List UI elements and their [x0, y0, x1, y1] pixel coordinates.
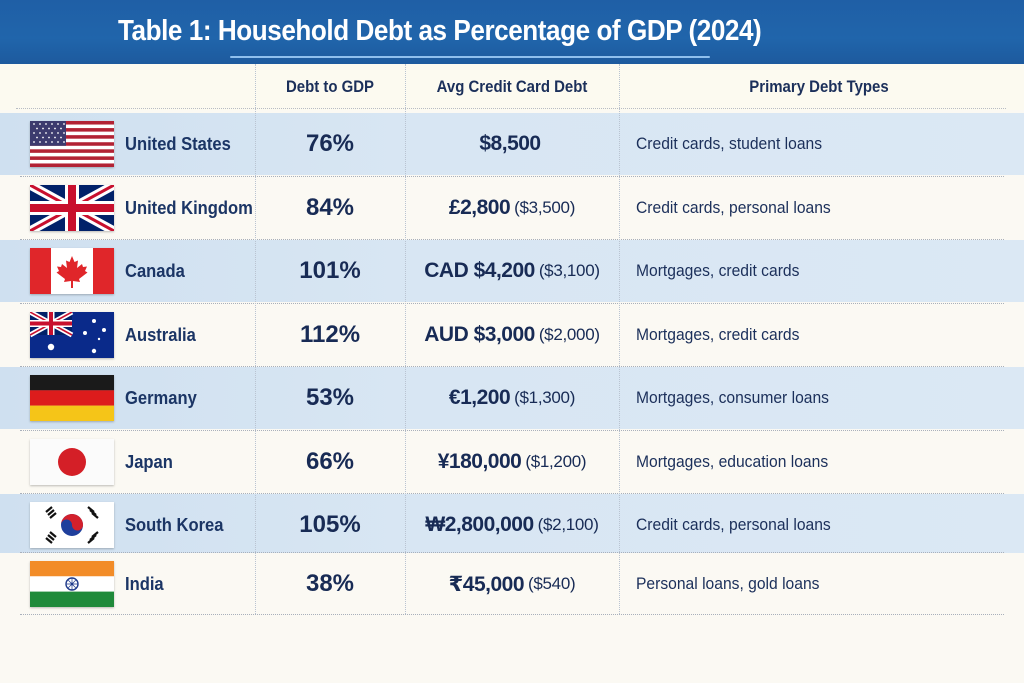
- title-banner: Table 1: Household Debt as Percentage of…: [0, 0, 1024, 64]
- title-underline: [230, 56, 710, 58]
- credit-card-debt-local: CAD $4,200: [424, 259, 535, 282]
- country-name: South Korea: [125, 514, 224, 535]
- debt-to-gdp-value: 101%: [299, 257, 361, 284]
- header-divider: [16, 108, 1006, 109]
- country-name: India: [125, 573, 164, 594]
- germany-flag-icon: [30, 375, 114, 421]
- credit-card-debt-local: ¥180,000: [437, 450, 522, 473]
- row-divider: [20, 493, 1004, 494]
- credit-card-debt-usd: ($1,200): [525, 452, 587, 471]
- avg-credit-card-debt: £2,800 ($3,500): [405, 177, 619, 239]
- table-row: Australia 112% AUD $3,000 ($2,000) Mortg…: [0, 304, 1024, 366]
- column-separator: [405, 64, 406, 614]
- row-divider: [20, 303, 1004, 304]
- primary-debt-types: Mortgages, consumer loans: [636, 388, 829, 407]
- credit-card-debt-usd: ($3,100): [538, 261, 600, 280]
- australia-flag-icon: [30, 312, 114, 358]
- primary-debt-types: Mortgages, education loans: [636, 452, 829, 471]
- credit-card-debt-usd: ($2,100): [537, 515, 599, 534]
- row-divider: [20, 176, 1004, 177]
- credit-card-debt-local: €1,200: [448, 386, 511, 409]
- table-header: Debt to GDP Avg Credit Card Debt Primary…: [0, 64, 1024, 110]
- primary-debt-types: Mortgages, credit cards: [636, 325, 800, 344]
- credit-card-debt-local: ₩2,800,000: [425, 513, 534, 536]
- credit-card-debt-local: £2,800: [448, 196, 511, 219]
- avg-credit-card-debt: ¥180,000 ($1,200): [405, 431, 619, 493]
- debt-to-gdp-value: 66%: [305, 448, 355, 475]
- avg-credit-card-debt: €1,200 ($1,300): [405, 367, 619, 429]
- us-flag-icon: [30, 121, 114, 167]
- table-row: South Korea 105% ₩2,800,000 ($2,100) Cre…: [0, 494, 1024, 556]
- debt-to-gdp-value: 53%: [305, 384, 355, 411]
- credit-card-debt-usd: ($3,500): [514, 198, 576, 217]
- debt-to-gdp-value: 84%: [305, 194, 355, 221]
- primary-debt-types: Credit cards, student loans: [636, 134, 823, 153]
- avg-credit-card-debt: ₹45,000 ($540): [405, 553, 619, 615]
- table-row: Canada 101% CAD $4,200 ($3,100) Mortgage…: [0, 240, 1024, 302]
- avg-credit-card-debt: ₩2,800,000 ($2,100): [405, 494, 619, 556]
- primary-debt-types: Personal loans, gold loans: [636, 574, 820, 593]
- table-row: United Kingdom 84% £2,800 ($3,500) Credi…: [0, 177, 1024, 239]
- avg-credit-card-debt: AUD $3,000 ($2,000): [405, 304, 619, 366]
- column-header-avg-credit-card-debt: Avg Credit Card Debt: [436, 77, 588, 96]
- column-header-primary-debt-types: Primary Debt Types: [749, 77, 889, 96]
- table-row: United States 76% $8,500 Credit cards, s…: [0, 113, 1024, 175]
- debt-to-gdp-value: 112%: [299, 321, 361, 348]
- row-divider: [20, 366, 1004, 367]
- row-divider: [20, 239, 1004, 240]
- avg-credit-card-debt: CAD $4,200 ($3,100): [405, 240, 619, 302]
- country-name: Japan: [125, 451, 173, 472]
- primary-debt-types: Credit cards, personal loans: [636, 198, 831, 217]
- primary-debt-types: Credit cards, personal loans: [636, 515, 831, 534]
- row-divider: [20, 430, 1004, 431]
- credit-card-debt-local: AUD $3,000: [424, 323, 535, 346]
- country-name: Australia: [125, 324, 196, 345]
- table-row: India 38% ₹45,000 ($540) Personal loans,…: [0, 553, 1024, 615]
- credit-card-debt-usd: ($540): [528, 574, 576, 593]
- column-separator: [619, 64, 620, 614]
- column-header-debt-to-gdp: Debt to GDP: [285, 77, 375, 96]
- debt-to-gdp-value: 105%: [299, 511, 361, 538]
- primary-debt-types: Mortgages, credit cards: [636, 261, 800, 280]
- credit-card-debt-usd: ($1,300): [514, 388, 576, 407]
- row-divider: [20, 552, 1004, 553]
- column-separator: [255, 64, 256, 614]
- canada-flag-icon: [30, 248, 114, 294]
- credit-card-debt-local: $8,500: [479, 132, 541, 155]
- credit-card-debt-usd: ($2,000): [538, 325, 600, 344]
- india-flag-icon: [30, 561, 114, 607]
- south-korea-flag-icon: [30, 502, 114, 548]
- japan-flag-icon: [30, 439, 114, 485]
- country-name: United States: [125, 133, 231, 154]
- debt-to-gdp-value: 38%: [305, 570, 355, 597]
- table-row: Japan 66% ¥180,000 ($1,200) Mortgages, e…: [0, 431, 1024, 493]
- debt-to-gdp-value: 76%: [305, 130, 355, 157]
- country-name: Germany: [125, 387, 197, 408]
- row-divider: [20, 614, 1004, 615]
- page-title: Table 1: Household Debt as Percentage of…: [118, 15, 762, 47]
- uk-flag-icon: [30, 185, 114, 231]
- avg-credit-card-debt: $8,500: [405, 113, 619, 175]
- table-row: Germany 53% €1,200 ($1,300) Mortgages, c…: [0, 367, 1024, 429]
- country-name: Canada: [125, 260, 185, 281]
- credit-card-debt-local: ₹45,000: [448, 572, 525, 596]
- country-name: United Kingdom: [125, 197, 253, 218]
